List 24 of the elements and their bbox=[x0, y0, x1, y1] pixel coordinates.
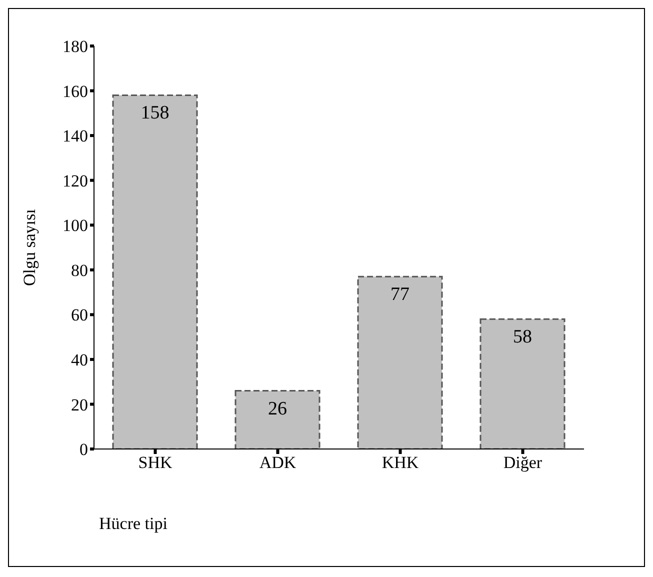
y-tick-label: 60 bbox=[71, 306, 88, 325]
x-tick-label: SHK bbox=[138, 453, 173, 472]
y-tick-label: 140 bbox=[62, 126, 88, 146]
bar bbox=[234, 390, 320, 449]
y-tick-label: 20 bbox=[71, 395, 88, 414]
y-tick-label: 120 bbox=[62, 171, 88, 190]
y-tick-label: 80 bbox=[71, 260, 88, 280]
y-tick-label: 160 bbox=[62, 82, 88, 101]
bar bbox=[112, 94, 198, 449]
data-label: 26 bbox=[268, 398, 287, 420]
y-tick-label: 0 bbox=[80, 440, 88, 460]
bar bbox=[357, 276, 443, 449]
x-tick-label: Diğer bbox=[503, 453, 542, 472]
y-tick-label: 180 bbox=[62, 37, 88, 56]
x-tick-label: KHK bbox=[382, 453, 420, 472]
x-tick-label: ADK bbox=[259, 453, 297, 472]
x-axis-title: Hücre tipi bbox=[99, 514, 168, 534]
y-tick-label: 40 bbox=[71, 350, 88, 370]
data-label: 158 bbox=[140, 102, 170, 124]
y-tick-label: 100 bbox=[62, 216, 88, 236]
data-label: 77 bbox=[390, 284, 410, 306]
bar bbox=[480, 318, 566, 449]
y-axis-title: Olgu sayısı bbox=[20, 208, 40, 286]
data-label: 58 bbox=[513, 326, 532, 348]
